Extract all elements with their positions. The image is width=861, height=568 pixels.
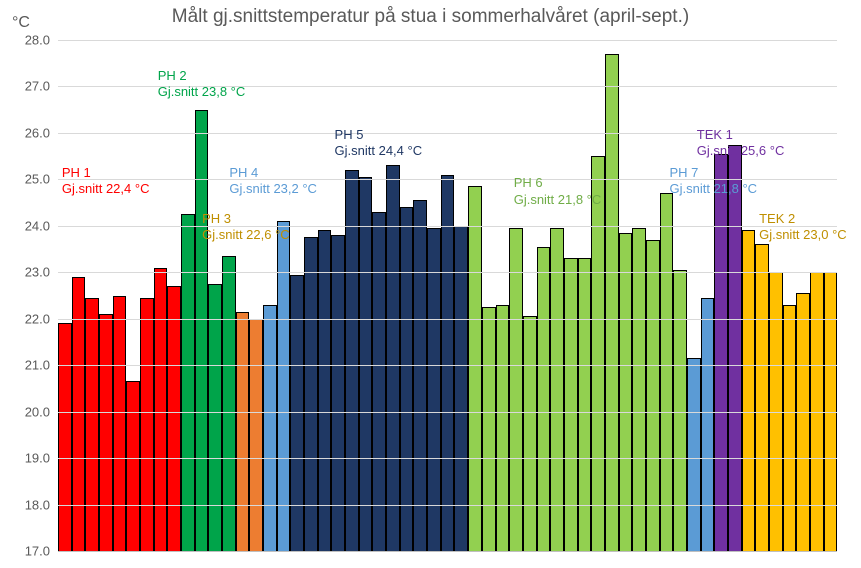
bar-PH6 bbox=[523, 316, 537, 551]
bar-TEK2 bbox=[796, 293, 810, 551]
bar-PH6 bbox=[482, 307, 496, 551]
y-tick-label: 23.0 bbox=[25, 265, 58, 280]
bar-PH5 bbox=[441, 175, 455, 551]
bar-PH7 bbox=[687, 358, 701, 551]
grid-line bbox=[58, 179, 837, 180]
bar-PH6 bbox=[496, 305, 510, 551]
bar-PH5 bbox=[359, 177, 373, 551]
bar-PH1 bbox=[113, 296, 127, 552]
bar-PH1 bbox=[154, 268, 168, 551]
y-tick-label: 22.0 bbox=[25, 311, 58, 326]
bar-PH5 bbox=[400, 207, 414, 551]
bar-PH6 bbox=[605, 54, 619, 551]
bar-TEK2 bbox=[783, 305, 797, 551]
bar-PH1 bbox=[140, 298, 154, 551]
grid-line bbox=[58, 226, 837, 227]
grid-line bbox=[58, 365, 837, 366]
y-tick-label: 24.0 bbox=[25, 218, 58, 233]
y-tick-label: 17.0 bbox=[25, 544, 58, 559]
y-tick-label: 20.0 bbox=[25, 404, 58, 419]
y-tick-label: 27.0 bbox=[25, 79, 58, 94]
bars-group bbox=[58, 40, 837, 551]
y-axis-unit-label: °C bbox=[12, 14, 30, 32]
bar-PH4 bbox=[263, 305, 277, 551]
grid-line bbox=[58, 86, 837, 87]
bar-PH4 bbox=[277, 221, 291, 551]
bar-PH5 bbox=[386, 165, 400, 551]
y-tick-label: 18.0 bbox=[25, 497, 58, 512]
bar-PH5 bbox=[318, 230, 332, 551]
bar-PH5 bbox=[427, 228, 441, 551]
plot-area: 17.018.019.020.021.022.023.024.025.026.0… bbox=[58, 40, 837, 552]
bar-PH7 bbox=[701, 298, 715, 551]
bar-PH1 bbox=[85, 298, 99, 551]
bar-PH2 bbox=[195, 110, 209, 551]
bar-PH2 bbox=[208, 284, 222, 551]
bar-PH1 bbox=[58, 323, 72, 551]
bar-PH5 bbox=[345, 170, 359, 551]
bar-PH6 bbox=[509, 228, 523, 551]
bar-PH6 bbox=[660, 193, 674, 551]
bar-PH3 bbox=[249, 319, 263, 551]
bar-PH6 bbox=[632, 228, 646, 551]
bar-PH1 bbox=[167, 286, 181, 551]
chart-title: Målt gj.snittstemperatur på stua i somme… bbox=[0, 6, 861, 28]
chart-container: Målt gj.snittstemperatur på stua i somme… bbox=[0, 0, 861, 568]
grid-line bbox=[58, 40, 837, 41]
bar-PH6 bbox=[564, 258, 578, 551]
bar-PH6 bbox=[578, 258, 592, 551]
bar-PH1 bbox=[99, 314, 113, 551]
grid-line bbox=[58, 412, 837, 413]
bar-PH6 bbox=[619, 233, 633, 551]
y-tick-label: 25.0 bbox=[25, 172, 58, 187]
grid-line bbox=[58, 133, 837, 134]
grid-line bbox=[58, 505, 837, 506]
bar-PH6 bbox=[673, 270, 687, 551]
grid-line bbox=[58, 319, 837, 320]
y-tick-label: 28.0 bbox=[25, 33, 58, 48]
bar-TEK1 bbox=[728, 145, 742, 551]
bar-PH6 bbox=[468, 186, 482, 551]
y-tick-label: 26.0 bbox=[25, 125, 58, 140]
bar-PH2 bbox=[222, 256, 236, 551]
bar-PH6 bbox=[550, 228, 564, 551]
bar-PH5 bbox=[372, 212, 386, 551]
bar-PH1 bbox=[126, 381, 140, 551]
bar-TEK1 bbox=[714, 154, 728, 551]
bar-PH6 bbox=[591, 156, 605, 551]
bar-PH2 bbox=[181, 214, 195, 551]
bar-PH5 bbox=[413, 200, 427, 551]
bar-PH5 bbox=[454, 226, 468, 551]
bar-PH5 bbox=[290, 275, 304, 551]
grid-line bbox=[58, 458, 837, 459]
y-tick-label: 21.0 bbox=[25, 358, 58, 373]
y-tick-label: 19.0 bbox=[25, 451, 58, 466]
bar-TEK2 bbox=[742, 230, 756, 551]
grid-line bbox=[58, 272, 837, 273]
bar-PH3 bbox=[236, 312, 250, 551]
